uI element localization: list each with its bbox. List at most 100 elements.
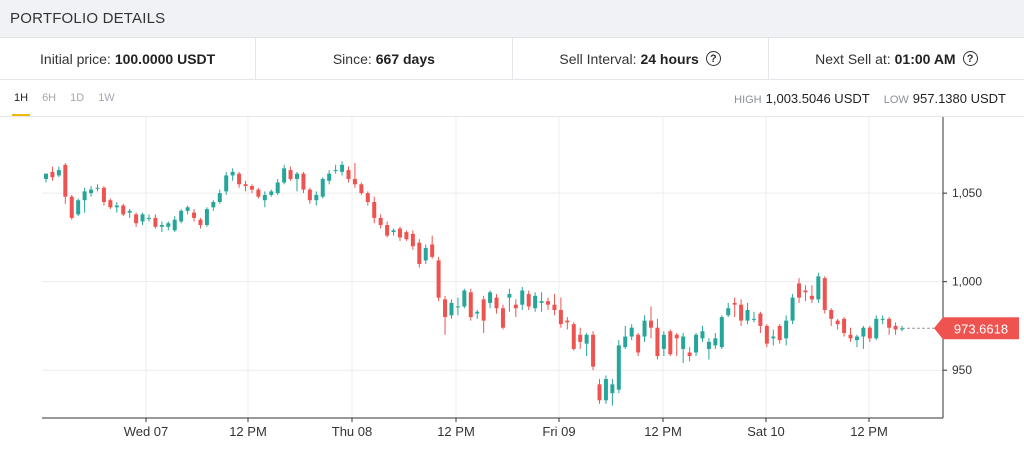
candle-body [378, 217, 383, 226]
candle-body [526, 294, 531, 307]
candle-body [443, 299, 448, 318]
candle-body [243, 184, 248, 187]
candle-body [101, 187, 106, 202]
x-axis-tick-label: Fri 09 [542, 424, 575, 439]
candle-body [423, 248, 428, 261]
candle-body [237, 173, 242, 185]
x-axis-tick-label: 12 PM [644, 424, 682, 439]
candle-body [558, 309, 563, 325]
x-axis-tick-label: Wed 07 [124, 424, 169, 439]
candle-body [50, 171, 55, 178]
candle-body [179, 210, 184, 222]
candle-body [76, 200, 81, 215]
candle-body [713, 338, 718, 346]
candle-body [706, 341, 711, 349]
candle-body [655, 327, 660, 357]
candle-body [584, 334, 589, 344]
range-tab-1h[interactable]: 1H [12, 80, 31, 116]
candle-body [842, 318, 847, 334]
high-label: HIGH [734, 93, 762, 106]
candle-body [166, 223, 171, 227]
next-sell-label: Next Sell at: [815, 50, 891, 67]
sell-interval-label: Sell Interval: [559, 50, 637, 67]
candle-body [198, 219, 203, 226]
range-tab-1w[interactable]: 1W [98, 92, 115, 104]
candle-body [629, 327, 634, 337]
y-axis-tick-label: 950 [952, 363, 972, 377]
candle-body [829, 309, 834, 319]
candle-body [603, 379, 608, 401]
candle-body [648, 320, 653, 328]
candle-body [256, 189, 261, 197]
range-tab-6h[interactable]: 6H [42, 92, 57, 104]
sell-interval-stat: Sell Interval: 24 hours ? [513, 38, 769, 79]
candle-body [340, 164, 345, 172]
candle-body [89, 189, 94, 194]
candle-body [365, 193, 370, 202]
candle-body [269, 191, 274, 195]
low-value: 957.1380 USDT [912, 90, 1006, 106]
candle-body [681, 336, 686, 349]
x-axis-tick-label: 12 PM [229, 424, 267, 439]
candle-body [809, 295, 814, 300]
candle-body [172, 219, 177, 231]
high-low-summary: HIGH 1,003.5046 USDT LOW 957.1380 USDT [734, 91, 1006, 106]
candle-body [739, 304, 744, 321]
candle-body [874, 318, 879, 339]
candle-body [488, 292, 493, 303]
candle-body [636, 334, 641, 353]
candle-body [610, 384, 615, 394]
candle-body [900, 328, 904, 330]
candle-body [771, 336, 776, 339]
range-tab-1d[interactable]: 1D [70, 92, 85, 104]
sell-interval-value: 24 hours [640, 50, 699, 67]
candle-body [822, 278, 827, 310]
candle-body [616, 345, 621, 390]
candle-body [159, 225, 164, 227]
candle-body [146, 217, 151, 219]
candle-body [661, 334, 666, 349]
candle-body [880, 318, 885, 320]
initial-price-label: Initial price: [40, 50, 111, 67]
candle-body [320, 178, 325, 197]
candle-body [391, 230, 396, 233]
candle-body [687, 352, 692, 357]
since-value: 667 days [375, 50, 435, 67]
high-value: 1,003.5046 USDT [765, 90, 870, 106]
candle-body [108, 200, 113, 208]
candle-body [359, 184, 364, 194]
candle-body [44, 173, 48, 179]
x-axis-tick-label: 12 PM [850, 424, 888, 439]
candle-body [468, 292, 473, 318]
candle-body [790, 297, 795, 321]
candle-body [591, 334, 596, 367]
candle-body [533, 295, 538, 309]
candle-body [571, 324, 576, 349]
candle-body [140, 214, 145, 222]
candle-body [127, 210, 132, 213]
low-label: LOW [883, 93, 909, 106]
candle-body [249, 186, 254, 190]
candle-body [887, 318, 892, 328]
candle-body [275, 182, 280, 194]
candle-body [282, 168, 287, 183]
since-label: Since: [332, 50, 372, 67]
candle-body [224, 175, 229, 192]
price-candlestick-chart[interactable]: 1,050 1,000 950 Wed 07 12 PM Thu 08 12 PM Fri 0… [0, 117, 1024, 449]
candle-body [192, 212, 197, 218]
candle-body [835, 320, 840, 325]
candle-body [719, 317, 724, 348]
candle-body [565, 320, 570, 323]
candle-body [63, 164, 68, 197]
candle-body [481, 299, 486, 321]
candle-body [307, 189, 312, 201]
candle-body [694, 334, 699, 353]
candle-body [121, 205, 126, 215]
candle-body [777, 325, 782, 341]
stats-bar: Initial price: 100.0000 USDT Since: 667 … [0, 38, 1024, 80]
next-sell-stat: Next Sell at: 01:00 AM ? [769, 38, 1024, 79]
help-icon[interactable]: ? [962, 51, 978, 66]
help-icon[interactable]: ? [705, 51, 721, 66]
candle-body [327, 173, 332, 181]
candle-body [417, 242, 422, 264]
